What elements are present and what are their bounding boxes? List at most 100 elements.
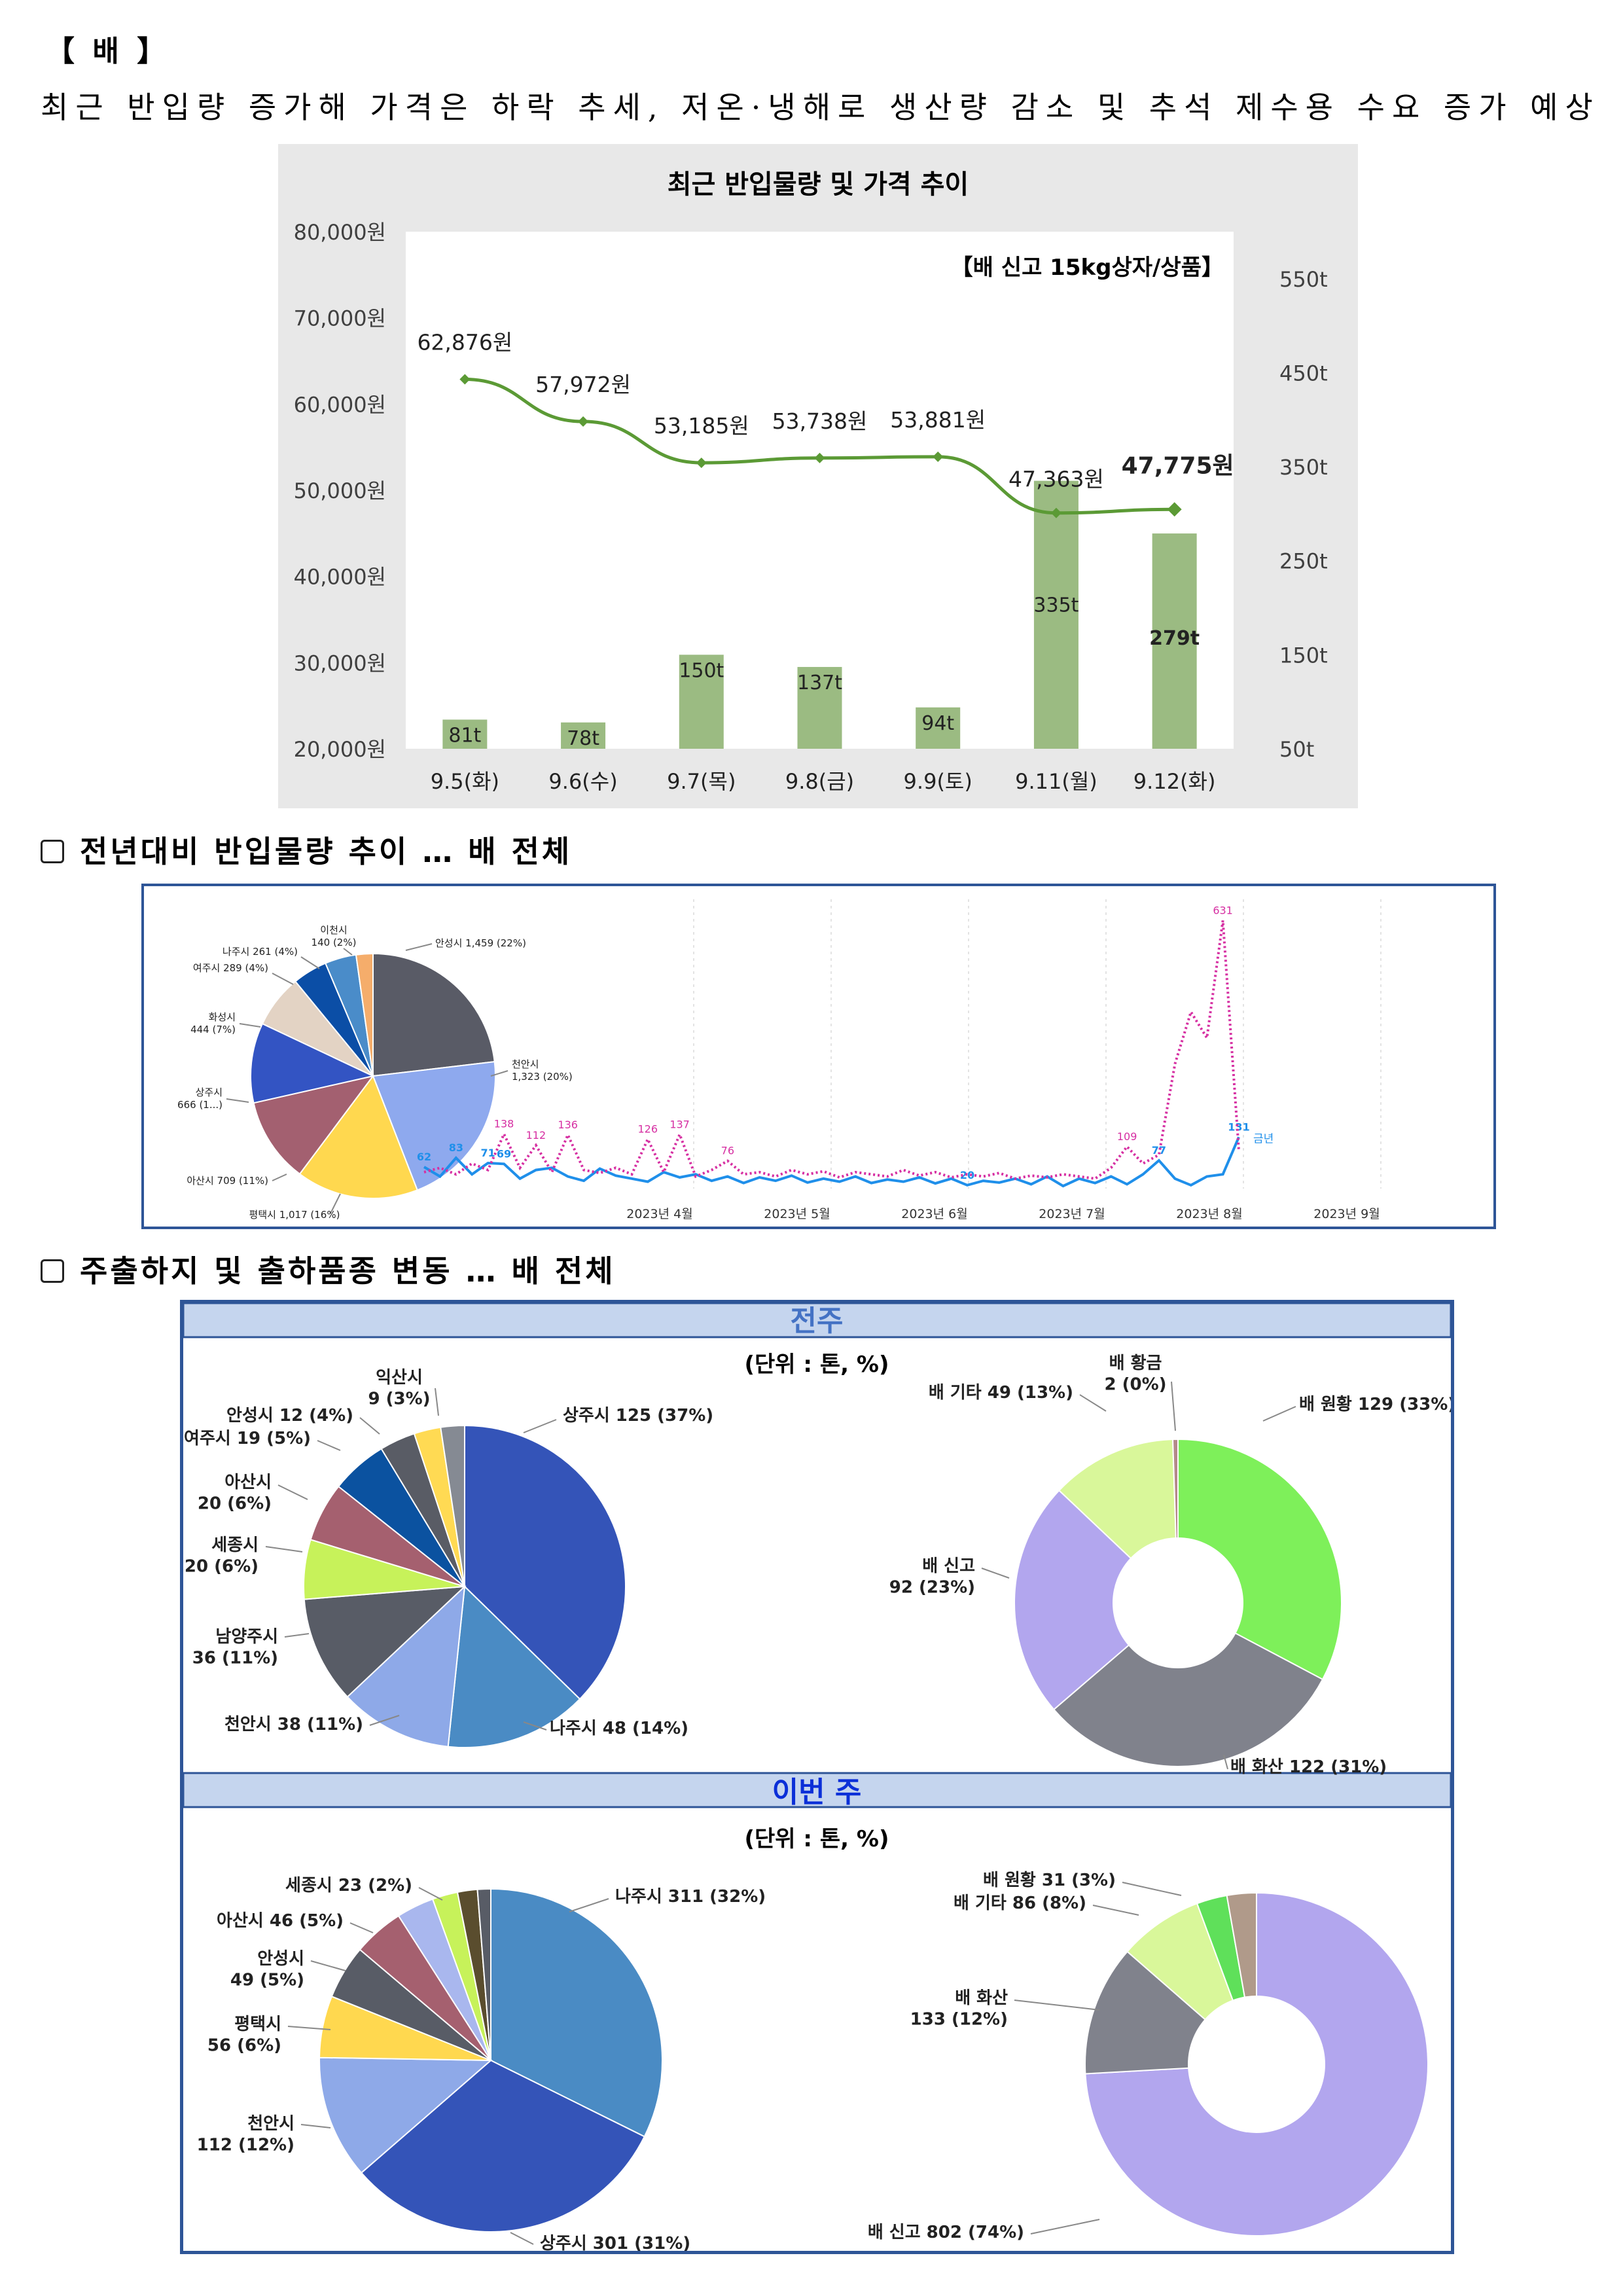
slice-label: 나주시 311 (32%) [615, 1887, 766, 1907]
slice-label: 92 (23%) [889, 1578, 975, 1598]
slice-label: 20 (6%) [185, 1557, 259, 1577]
point-label: 126 [637, 1123, 658, 1136]
leader-line [1223, 1754, 1228, 1770]
price-marker [1167, 502, 1182, 517]
price-label: 47,775원 [1122, 452, 1234, 479]
pie-slice [476, 1888, 491, 2061]
leader-line [1079, 1394, 1107, 1412]
leader-line [277, 1484, 308, 1500]
price-line: 62,876원 57,972원 53,185원 53,738원 53,881원 47,36… [417, 329, 1234, 518]
yoy-line-chart: 2023년 4월 2023년 5월 2023년 6월 2023년 7월 2023년 8월… [417, 899, 1382, 1221]
price-marker [814, 452, 825, 463]
leader-line [435, 1388, 439, 1416]
leader-line [1171, 1381, 1176, 1431]
pie-slice [355, 952, 374, 1077]
slice-label: 상주시 125 (37%) [563, 1406, 713, 1426]
pie-slice [298, 1074, 419, 1199]
x-tick-label: 2023년 9월 [1313, 1207, 1380, 1221]
pie-slice [440, 1424, 465, 1587]
price-label: 53,881원 [890, 407, 986, 433]
volume-bars: 81t 78t 150t 137t 94t 335t 279t [442, 480, 1200, 750]
slice-label: 평택시 1,017 (16%) [249, 1209, 340, 1221]
point-label: 77 [1152, 1144, 1166, 1157]
slice-label: 안성시 1,459 (22%) [435, 937, 526, 949]
slice-label: 상주시 [196, 1086, 223, 1098]
pie-slice [1014, 1489, 1179, 1711]
slice-label: 666 (1...) [177, 1099, 223, 1111]
slice-label: 36 (11%) [192, 1649, 278, 1668]
price-marker [578, 416, 589, 427]
this-origin-pie: 나주시 311 (32%) 상주시 301 (31%) 천안시 112 (12%) 평택… [197, 1876, 766, 2253]
slice-label: 배 신고 [922, 1556, 975, 1576]
point-label: 62 [417, 1151, 431, 1163]
leader-line [369, 1715, 400, 1726]
leader-line [272, 1174, 287, 1181]
slice-label: 56 (6%) [207, 2036, 281, 2056]
slice-label: 세종시 [211, 1535, 259, 1555]
slice-label: 140 (2%) [312, 937, 357, 948]
leader-line [310, 1960, 346, 1971]
price-label: 62,876원 [417, 329, 512, 355]
slice-label: 배 화산 [955, 1988, 1008, 2008]
slice-label: 아산시 709 (11%) [187, 1175, 268, 1187]
checkbox-icon [41, 1259, 64, 1283]
point-label: 83 [449, 1141, 463, 1154]
price-marker [459, 374, 471, 385]
slice-label: 배 기타 86 (8%) [954, 1893, 1086, 1913]
summary-text: 최근 반입량 증가해 가격은 하락 추세, 저온·냉해로 생산량 감소 및 추석… [41, 90, 1600, 125]
leader-line [265, 1546, 303, 1552]
right-tick-label: 550t [1279, 267, 1328, 292]
price-label: 53,185원 [654, 413, 749, 439]
slice-label: 1,323 (20%) [512, 1071, 573, 1083]
volume-label: 335t [1033, 594, 1079, 617]
slice-label: 133 (12%) [910, 2010, 1008, 2030]
pie-slice [303, 1585, 467, 1698]
x-tick-label: 2023년 8월 [1176, 1207, 1242, 1221]
volume-label: 94t [921, 712, 954, 735]
chart-title: 최근 반입물량 및 가격 추이 [668, 170, 969, 200]
volume-bar [561, 722, 606, 749]
slice-label: 여주시 19 (5%) [184, 1429, 311, 1448]
category-label: 9.12(화) [1133, 769, 1216, 794]
slice-label: 상주시 301 (31%) [540, 2234, 690, 2251]
left-tick-label: 20,000원 [294, 737, 386, 762]
slice-label: 여주시 289 (4%) [193, 962, 268, 974]
leader-line [272, 973, 294, 985]
prev-origin-pie: 상주시 125 (37%) 나주시 48 (14%) 천안시 38 (11%) 남양주… [184, 1368, 713, 1748]
origin-panel: 전주 (단위 : 톤, %) 이번 주 (단위 : 톤, %) 상주시 125 … [180, 1300, 1455, 2254]
slice-label: 세종시 23 (2%) [285, 1876, 412, 1895]
prev-week-label: 전주 [791, 1304, 844, 1338]
point-label: 69 [497, 1147, 511, 1160]
left-tick-label: 40,000원 [294, 565, 386, 590]
price-label: 53,738원 [772, 408, 868, 434]
x-tick-label: 2023년 6월 [901, 1207, 967, 1221]
volume-bar [679, 655, 724, 749]
left-tick-label: 80,000원 [294, 220, 386, 245]
left-tick-label: 60,000원 [294, 392, 386, 417]
slice-label: 배 화산 122 (31%) [1230, 1757, 1387, 1777]
pie-slice [447, 1585, 581, 1748]
section-yoy-title: 전년대비 반입물량 추이 … 배 전체 [41, 828, 572, 871]
slice-label: 나주시 48 (14%) [550, 1719, 688, 1738]
category-label: 9.9(토) [904, 769, 972, 794]
leader-line [490, 1070, 508, 1077]
slice-label: 화성시 [209, 1011, 236, 1023]
point-label: 109 [1117, 1130, 1137, 1143]
left-tick-label: 70,000원 [294, 306, 386, 331]
pie-slice [319, 2056, 493, 2174]
slice-label: 평택시 [234, 2015, 281, 2034]
yoy-panel: 안성시 1,459 (22%) 천안시 1,323 (20%) 평택시 1,017 (… [141, 884, 1496, 1229]
slice-label: 배 황금 [1109, 1354, 1162, 1373]
slice-label: 아산시 [224, 1473, 272, 1492]
slice-label: 20 (6%) [198, 1494, 272, 1514]
category-label: 9.8(금) [785, 769, 854, 794]
volume-bar [1152, 533, 1197, 749]
slice-label: 천안시 38 (11%) [224, 1715, 363, 1734]
leader-line [330, 1193, 341, 1214]
right-tick-label: 50t [1279, 737, 1314, 762]
slice-label: 49 (5%) [230, 1971, 304, 1990]
pie-slice [464, 1424, 626, 1700]
